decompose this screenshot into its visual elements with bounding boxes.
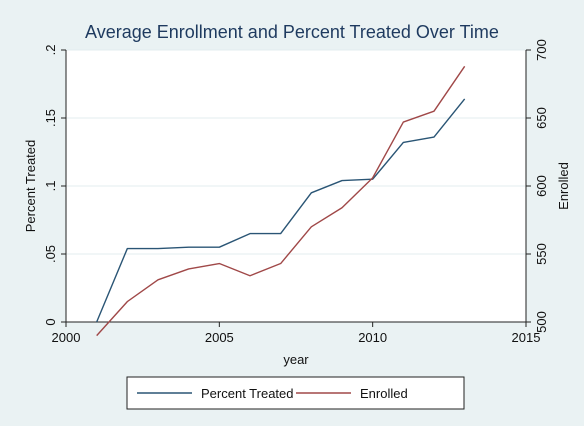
y-right-tick-label: 700 [534, 39, 549, 61]
y-right-tick-label: 550 [534, 243, 549, 265]
y-left-tick-label: 0 [43, 318, 58, 325]
y-left-tick-label: .05 [43, 245, 58, 263]
x-tick-label: 2000 [52, 330, 81, 345]
y-axis-left-title: Percent Treated [23, 140, 38, 233]
legend-items: Percent Treated Enrolled [137, 386, 408, 401]
legend-label-enrolled: Enrolled [360, 386, 408, 401]
x-tick-label: 2005 [205, 330, 234, 345]
chart-title: Average Enrollment and Percent Treated O… [85, 22, 499, 42]
x-tick-label: 2010 [358, 330, 387, 345]
y-axis-right-title: Enrolled [556, 162, 571, 210]
x-tick-label: 2015 [512, 330, 541, 345]
series-line-percent-treated [96, 98, 466, 323]
y-left-tick-label: .2 [43, 45, 58, 56]
series-line-enrolled [96, 65, 466, 337]
axis-ticks: 0 .05 .1 .15 .2 500 550 600 650 700 2000 2005 2010 20… [43, 39, 549, 345]
series-layer [96, 65, 466, 337]
y-right-tick-label: 500 [534, 311, 549, 333]
legend-label-percent-treated: Percent Treated [201, 386, 294, 401]
y-left-tick-label: .15 [43, 109, 58, 127]
legend: Percent Treated Enrolled [126, 376, 465, 410]
y-right-tick-label: 650 [534, 107, 549, 129]
x-axis-title: year [283, 352, 309, 367]
y-left-tick-label: .1 [43, 181, 58, 192]
y-right-tick-label: 600 [534, 175, 549, 197]
